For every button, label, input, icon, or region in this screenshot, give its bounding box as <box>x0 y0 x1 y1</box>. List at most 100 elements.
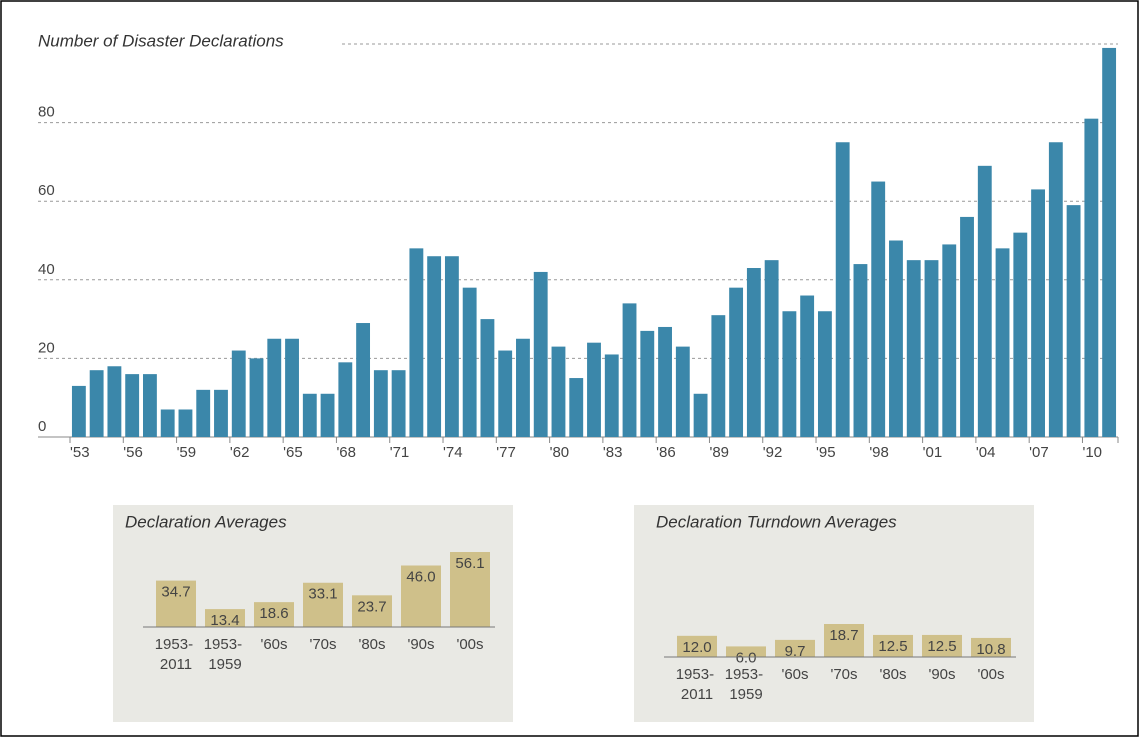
bar <box>178 409 193 437</box>
y-tick-label: 60 <box>38 182 55 199</box>
value-label: 12.0 <box>682 639 711 656</box>
x-tick-label: '59 <box>177 444 197 461</box>
x-tick-label: 1953- 1959 <box>204 636 247 673</box>
x-tick-label: '89 <box>709 444 729 461</box>
x-tick-label: '00s <box>977 666 1004 683</box>
bar <box>533 271 548 437</box>
bar <box>1031 189 1045 437</box>
bar <box>622 303 637 437</box>
bar <box>249 358 264 437</box>
bar <box>285 338 299 437</box>
x-tick-label: '98 <box>869 444 889 461</box>
bar <box>231 350 246 437</box>
x-tick-label: '56 <box>123 444 143 461</box>
x-tick-label: '65 <box>283 444 303 461</box>
bar <box>303 582 343 627</box>
x-tick-label: 1953- 1959 <box>725 666 768 703</box>
value-label: 6.0 <box>736 649 757 666</box>
x-tick-label: '90s <box>928 666 955 683</box>
panel <box>634 505 1034 722</box>
bar <box>267 338 282 437</box>
x-tick-label: '10 <box>1082 444 1102 461</box>
bar <box>516 338 530 437</box>
value-label: 12.5 <box>927 638 956 655</box>
x-tick-label: '74 <box>443 444 463 461</box>
bar <box>156 580 196 627</box>
bar <box>835 142 850 437</box>
y-tick-label: 40 <box>38 261 55 278</box>
x-tick-label: '60s <box>781 666 808 683</box>
value-label: 12.5 <box>878 638 907 655</box>
bar <box>160 409 175 437</box>
x-tick-label: '70s <box>309 636 336 653</box>
bar <box>1102 47 1117 438</box>
bar <box>604 354 619 437</box>
bar <box>338 362 353 437</box>
bar <box>450 552 490 627</box>
bar <box>125 374 140 437</box>
bar <box>729 287 744 437</box>
bar <box>352 595 392 627</box>
bar <box>551 346 566 437</box>
bar <box>498 350 513 437</box>
value-label: 18.6 <box>259 605 288 622</box>
bar <box>214 389 228 437</box>
value-label: 13.4 <box>210 612 239 629</box>
bar <box>677 635 717 657</box>
bar <box>906 260 921 437</box>
bar <box>373 370 388 437</box>
bar <box>143 374 157 437</box>
value-label: 10.8 <box>976 641 1005 658</box>
bar <box>960 216 974 437</box>
y-tick-label: 80 <box>38 104 55 121</box>
x-tick-label: '83 <box>603 444 623 461</box>
bar <box>1013 232 1028 437</box>
x-tick-label: '00s <box>456 636 483 653</box>
bar <box>871 181 886 437</box>
bar <box>71 385 86 437</box>
y-tick-label: 0 <box>38 418 46 435</box>
bar <box>356 323 371 437</box>
bar <box>587 342 601 437</box>
x-tick-label: '70s <box>830 666 857 683</box>
bar <box>658 326 672 437</box>
x-tick-label: '60s <box>260 636 287 653</box>
x-tick-label: '95 <box>816 444 836 461</box>
bar <box>942 244 957 437</box>
value-label: 34.7 <box>161 584 190 601</box>
bar <box>693 393 708 437</box>
x-tick-label: '68 <box>336 444 356 461</box>
x-tick-label: '90s <box>407 636 434 653</box>
chart-title: Declaration Averages <box>125 512 287 531</box>
chart-title: Number of Disaster Declarations <box>38 31 284 50</box>
x-tick-label: '80 <box>550 444 570 461</box>
bar <box>444 256 459 437</box>
x-tick-label: '01 <box>923 444 943 461</box>
value-label: 9.7 <box>785 643 806 660</box>
value-label: 33.1 <box>308 586 337 603</box>
bar <box>924 260 939 437</box>
value-label: 46.0 <box>406 568 435 585</box>
x-tick-label: '92 <box>763 444 783 461</box>
value-label: 23.7 <box>357 598 386 615</box>
bar <box>782 311 797 437</box>
bar <box>977 165 992 437</box>
bar <box>824 624 864 657</box>
bar <box>569 378 584 437</box>
x-tick-label: '53 <box>70 444 90 461</box>
bar <box>711 315 726 437</box>
bar <box>480 319 495 437</box>
bar <box>971 637 1011 657</box>
x-tick-label: '80s <box>358 636 385 653</box>
bar <box>302 393 317 437</box>
bar <box>800 295 815 437</box>
x-tick-label: 1953- 2011 <box>155 636 198 673</box>
x-tick-label: '71 <box>390 444 410 461</box>
bar <box>922 634 962 657</box>
bar <box>391 370 406 437</box>
bar <box>409 248 424 437</box>
bar <box>427 256 442 437</box>
bar <box>401 565 441 627</box>
bar <box>675 346 690 437</box>
